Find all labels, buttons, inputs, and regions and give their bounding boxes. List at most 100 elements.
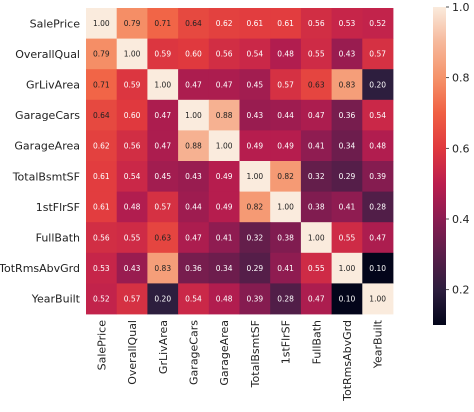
cell-value-label: 0.20 bbox=[369, 80, 386, 89]
heatmap-cell-2-9 bbox=[362, 69, 394, 101]
cell-value-label: 0.41 bbox=[339, 203, 356, 212]
colorbar-tick-label: 0.6 bbox=[452, 142, 470, 155]
cell-value-label: 0.57 bbox=[277, 80, 294, 89]
heatmap-cell-3-2 bbox=[147, 99, 179, 131]
y-tick-label: GarageCars bbox=[15, 109, 80, 122]
cell-value-label: 0.55 bbox=[124, 233, 141, 242]
heatmap-cell-9-2 bbox=[147, 283, 179, 315]
heatmap-cell-6-4 bbox=[208, 191, 240, 223]
heatmap-cell-1-2 bbox=[147, 38, 179, 70]
heatmap-cell-9-6 bbox=[270, 283, 302, 315]
cell-value-label: 0.83 bbox=[154, 264, 171, 273]
heatmap-cell-2-6 bbox=[270, 69, 302, 101]
cell-value-label: 0.79 bbox=[93, 50, 110, 59]
heatmap-cell-8-2 bbox=[147, 252, 179, 284]
y-tick-label: YearBuilt bbox=[31, 293, 81, 306]
cell-value-label: 0.43 bbox=[246, 111, 263, 120]
heatmap-cell-1-3 bbox=[178, 38, 210, 70]
heatmap-cell-7-1 bbox=[116, 222, 148, 254]
cell-value-label: 0.82 bbox=[277, 172, 294, 181]
colorbar-tick-label: 0.8 bbox=[452, 72, 470, 85]
cell-value-label: 0.34 bbox=[216, 264, 233, 273]
colorbar-tick-labels: 0.2 0.4 0.6 0.8 1.0 bbox=[446, 1, 470, 297]
heatmap-cell-1-0 bbox=[86, 38, 118, 70]
heatmap-cell-7-3 bbox=[178, 222, 210, 254]
heatmap-cell-7-4 bbox=[208, 222, 240, 254]
cell-value-label: 0.48 bbox=[369, 142, 386, 151]
heatmap-cell-9-3 bbox=[178, 283, 210, 315]
cell-value-label: 0.44 bbox=[185, 203, 202, 212]
cell-value-label: 0.56 bbox=[124, 142, 141, 151]
cell-value-label: 0.71 bbox=[154, 19, 171, 28]
cell-value-label: 0.52 bbox=[93, 295, 110, 304]
heatmap-cell-0-8 bbox=[331, 8, 363, 39]
cell-value-label: 0.10 bbox=[339, 295, 356, 304]
heatmap-cell-0-3 bbox=[178, 8, 210, 39]
heatmap-cell-5-8 bbox=[331, 161, 363, 192]
cell-value-label: 1.00 bbox=[339, 264, 356, 273]
cell-value-label: 0.52 bbox=[369, 19, 386, 28]
cell-value-label: 0.47 bbox=[185, 80, 202, 89]
cell-value-label: 0.53 bbox=[339, 19, 356, 28]
cell-value-label: 0.61 bbox=[246, 19, 263, 28]
y-tick-label: SalePrice bbox=[30, 17, 81, 30]
heatmap-cell-2-2 bbox=[147, 69, 179, 101]
heatmap-cell-1-9 bbox=[362, 38, 394, 70]
heatmap-cell-9-0 bbox=[86, 283, 118, 315]
cell-value-label: 1.00 bbox=[308, 233, 325, 242]
cell-value-label: 0.60 bbox=[124, 111, 141, 120]
heatmap-cell-4-8 bbox=[331, 130, 363, 162]
cell-value-label: 0.36 bbox=[185, 264, 202, 273]
cell-value-label: 0.34 bbox=[339, 142, 356, 151]
x-tick-label: TotalBsmtSF bbox=[249, 320, 262, 388]
x-tick-label: FullBath bbox=[310, 320, 323, 364]
heatmap-cell-7-8 bbox=[331, 222, 363, 254]
cell-value-label: 1.00 bbox=[277, 203, 294, 212]
heatmap-cell-4-5 bbox=[239, 130, 271, 162]
heatmap-cell-4-6 bbox=[270, 130, 302, 162]
heatmap-cell-5-5 bbox=[239, 161, 271, 192]
heatmap-cell-6-9 bbox=[362, 191, 394, 223]
cell-value-label: 0.57 bbox=[154, 203, 171, 212]
cell-value-label: 0.47 bbox=[185, 233, 202, 242]
heatmap-cell-4-3 bbox=[178, 130, 210, 162]
heatmap-cell-8-8 bbox=[331, 252, 363, 284]
cell-value-label: 0.62 bbox=[216, 19, 233, 28]
heatmap-cell-3-1 bbox=[116, 99, 148, 131]
cell-value-label: 0.28 bbox=[369, 203, 386, 212]
heatmap-cell-4-7 bbox=[300, 130, 332, 162]
heatmap-cell-0-1 bbox=[116, 8, 148, 39]
cell-value-label: 0.61 bbox=[277, 19, 294, 28]
cell-value-label: 0.29 bbox=[246, 264, 263, 273]
cell-value-label: 0.62 bbox=[93, 142, 110, 151]
heatmap-cell-6-2 bbox=[147, 191, 179, 223]
heatmap-cell-8-9 bbox=[362, 252, 394, 284]
heatmap-cell-3-3 bbox=[178, 99, 210, 131]
cell-value-label: 0.43 bbox=[124, 264, 141, 273]
heatmap-cell-9-4 bbox=[208, 283, 240, 315]
heatmap-cell-2-4 bbox=[208, 69, 240, 101]
heatmap-cell-6-1 bbox=[116, 191, 148, 223]
cell-value-label: 0.54 bbox=[185, 295, 202, 304]
x-axis-tick-labels: SalePrice OverallQual GrLivArea GarageCars G… bbox=[95, 319, 384, 402]
cell-value-label: 0.38 bbox=[277, 233, 294, 242]
heatmap-cell-6-0 bbox=[86, 191, 118, 223]
cell-value-label: 0.49 bbox=[216, 203, 233, 212]
heatmap-cell-0-5 bbox=[239, 8, 271, 39]
heatmap-cell-1-8 bbox=[331, 38, 363, 70]
heatmap-cell-7-7 bbox=[300, 222, 332, 254]
heatmap-cell-7-5 bbox=[239, 222, 271, 254]
heatmap-cell-3-0 bbox=[86, 99, 118, 131]
cell-value-label: 0.71 bbox=[93, 80, 110, 89]
cell-value-label: 0.88 bbox=[216, 111, 233, 120]
cell-value-label: 1.00 bbox=[93, 19, 110, 28]
cell-value-label: 0.59 bbox=[154, 50, 171, 59]
colorbar-tick-label: 0.2 bbox=[452, 284, 470, 297]
heatmap-cell-1-1 bbox=[116, 38, 148, 70]
cell-value-label: 0.49 bbox=[277, 142, 294, 151]
heatmap-cell-3-6 bbox=[270, 99, 302, 131]
heatmap-cell-5-9 bbox=[362, 161, 394, 192]
y-tick-label: GarageArea bbox=[14, 140, 80, 153]
cell-value-label: 0.88 bbox=[185, 142, 202, 151]
y-tick-label: TotRmsAbvGrd bbox=[0, 262, 80, 275]
